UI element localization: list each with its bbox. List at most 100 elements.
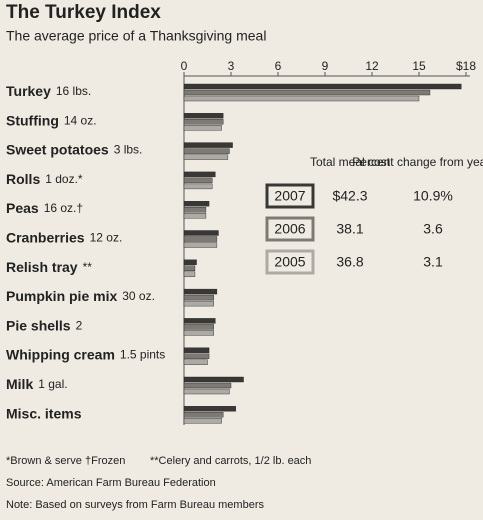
x-tick-label: 9 bbox=[322, 59, 329, 73]
bar bbox=[183, 142, 233, 148]
category-note: 14 oz. bbox=[64, 113, 97, 127]
category-name: Sweet potatoes bbox=[6, 141, 109, 157]
category-name: Pie shells bbox=[6, 317, 71, 333]
category-note: 3 lbs. bbox=[114, 143, 143, 157]
bar bbox=[183, 212, 207, 219]
table-cell: 38.1 bbox=[336, 221, 363, 237]
bar bbox=[183, 388, 230, 395]
chart-subtitle: The average price of a Thanksgiving meal bbox=[6, 28, 266, 44]
bar bbox=[183, 154, 229, 160]
legend-swatch bbox=[265, 216, 315, 242]
category-label: Turkey 16 lbs. bbox=[6, 83, 91, 99]
category-note: 2 bbox=[76, 319, 83, 333]
note: Note: Based on surveys from Farm Bureau … bbox=[6, 499, 264, 511]
footnote: †Frozen bbox=[85, 455, 125, 467]
bar bbox=[183, 353, 210, 359]
bar bbox=[183, 376, 244, 383]
category-label: Pie shells 2 bbox=[6, 317, 83, 333]
bar bbox=[183, 418, 222, 424]
x-tick-label: 6 bbox=[275, 59, 282, 73]
bar bbox=[183, 271, 196, 277]
category-name: Milk bbox=[6, 376, 33, 392]
category-note: 16 oz.† bbox=[44, 201, 83, 215]
bar bbox=[183, 259, 197, 265]
bar bbox=[183, 183, 213, 190]
x-tick-label: 0 bbox=[181, 59, 188, 73]
bar bbox=[183, 113, 224, 119]
table-header: Total meal cost bbox=[310, 155, 391, 169]
bar bbox=[183, 236, 218, 242]
footnote: *Brown & serve bbox=[6, 455, 82, 467]
category-label: Pumpkin pie mix 30 oz. bbox=[6, 288, 155, 304]
bar bbox=[183, 83, 462, 90]
chart-title: The Turkey Index bbox=[6, 2, 161, 23]
bar bbox=[183, 318, 216, 324]
category-label: Relish tray ** bbox=[6, 259, 92, 275]
bar bbox=[183, 330, 214, 336]
legend-swatch bbox=[265, 249, 315, 275]
bar bbox=[183, 347, 210, 353]
bar bbox=[183, 382, 232, 389]
category-name: Peas bbox=[6, 200, 39, 216]
category-label: Milk 1 gal. bbox=[6, 376, 68, 392]
bar bbox=[183, 359, 208, 365]
bar bbox=[183, 242, 218, 248]
table-cell: 3.1 bbox=[423, 254, 443, 270]
bar bbox=[183, 89, 431, 96]
category-name: Turkey bbox=[6, 83, 51, 99]
x-tick-label: 15 bbox=[412, 59, 426, 73]
category-note: ** bbox=[83, 260, 93, 274]
bar bbox=[183, 288, 218, 295]
table-cell: $42.3 bbox=[332, 188, 367, 204]
bar bbox=[183, 171, 216, 178]
x-tick-label: 12 bbox=[365, 59, 379, 73]
category-name: Whipping cream bbox=[6, 346, 115, 362]
category-name: Cranberries bbox=[6, 229, 85, 245]
category-note: 1 doz.* bbox=[45, 172, 83, 186]
bar bbox=[183, 265, 196, 271]
bar bbox=[183, 230, 219, 236]
category-note: 16 lbs. bbox=[56, 84, 91, 98]
bar bbox=[183, 324, 214, 330]
legend-label: 2007 bbox=[274, 188, 305, 204]
legend-swatch bbox=[265, 183, 315, 209]
table-header: Percent change from year ago bbox=[352, 155, 483, 169]
source: Source: American Farm Bureau Federation bbox=[6, 477, 216, 489]
category-label: Peas 16 oz.† bbox=[6, 200, 83, 216]
bar bbox=[183, 294, 214, 301]
bar bbox=[183, 200, 210, 207]
legend-label: 2005 bbox=[274, 254, 305, 270]
category-name: Pumpkin pie mix bbox=[6, 288, 117, 304]
x-tick-label: 3 bbox=[228, 59, 235, 73]
bar bbox=[183, 406, 236, 412]
category-label: Stuffing 14 oz. bbox=[6, 112, 97, 128]
category-name: Misc. items bbox=[6, 405, 82, 421]
bar bbox=[183, 95, 420, 102]
table-cell: 3.6 bbox=[423, 221, 443, 237]
footnote: **Celery and carrots, 1/2 lb. each bbox=[150, 455, 311, 467]
category-note: 30 oz. bbox=[122, 289, 155, 303]
category-note: 12 oz. bbox=[90, 231, 123, 245]
category-label: Whipping cream 1.5 pints bbox=[6, 346, 165, 362]
table-cell: 10.9% bbox=[413, 188, 453, 204]
legend-label: 2006 bbox=[274, 221, 305, 237]
table-cell: 36.8 bbox=[336, 254, 363, 270]
category-label: Misc. items bbox=[6, 405, 82, 421]
category-name: Rolls bbox=[6, 171, 40, 187]
bar bbox=[183, 300, 214, 307]
bar bbox=[183, 119, 224, 125]
category-name: Stuffing bbox=[6, 112, 59, 128]
category-note: 1.5 pints bbox=[120, 348, 165, 362]
category-label: Sweet potatoes 3 lbs. bbox=[6, 141, 142, 157]
bar bbox=[183, 177, 213, 184]
category-label: Rolls 1 doz.* bbox=[6, 171, 83, 187]
bar bbox=[183, 206, 207, 213]
x-tick-label: $18 bbox=[456, 59, 476, 73]
category-name: Relish tray bbox=[6, 259, 78, 275]
bar bbox=[183, 148, 230, 154]
category-note: 1 gal. bbox=[38, 377, 67, 391]
category-label: Cranberries 12 oz. bbox=[6, 229, 122, 245]
bar bbox=[183, 125, 222, 131]
bar bbox=[183, 412, 224, 418]
